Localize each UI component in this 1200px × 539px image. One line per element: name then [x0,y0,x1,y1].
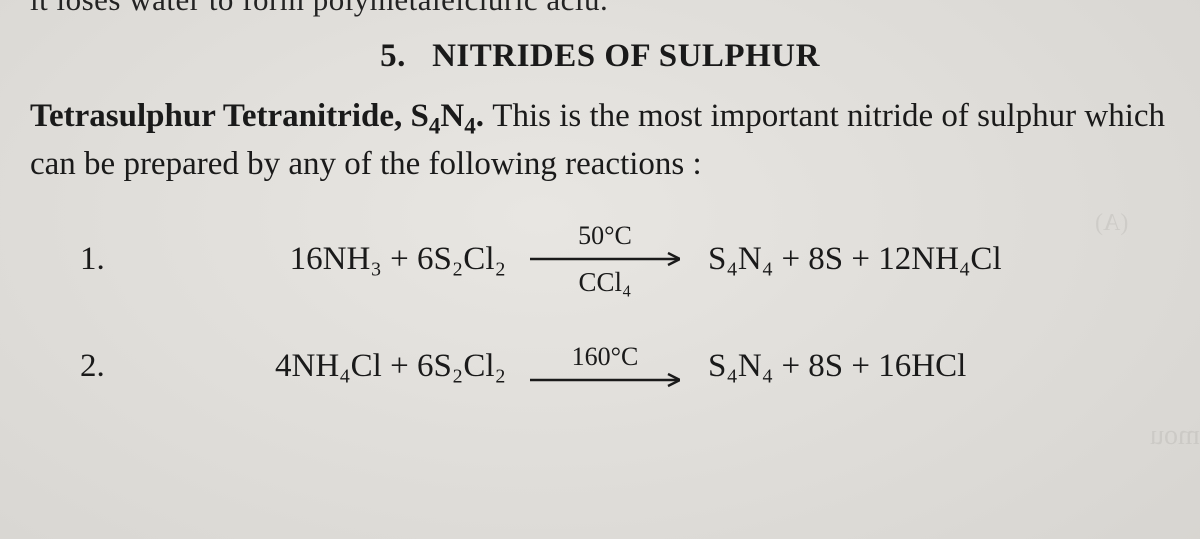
reaction-arrow: 50°C CCl₄ [520,223,690,296]
arrow-condition-top: 160°C [572,344,639,370]
lead-name: Tetrasulphur Tetranitride, [30,98,402,134]
reaction-rhs: S₄N₄ + 8S + 12NH₄Cl [690,241,1170,278]
partial-top-line: it loses water to form polymetaleiciuric… [30,0,1170,18]
reaction-row: 1. 16NH₃ + 6S₂Cl₂ 50°C CCl₄ S₄N₄ + 8S + … [30,223,1170,296]
arrow-icon [530,372,680,388]
page: it loses water to form polymetaleiciuric… [0,0,1200,539]
arrow-icon [530,251,680,267]
arrow-condition-bottom: CCl₄ [579,269,632,296]
reactions-block: 1. 16NH₃ + 6S₂Cl₂ 50°C CCl₄ S₄N₄ + 8S + … [30,223,1170,390]
reaction-rhs: S₄N₄ + 8S + 16HCl [690,348,1170,385]
section-number: 5. [380,38,406,74]
reaction-arrow: 160°C [520,344,690,390]
section-title: NITRIDES OF SULPHUR [432,38,820,74]
reaction-row: 2. 4NH₄Cl + 6S₂Cl₂ 160°C S₄N₄ + 8S + 16H… [30,344,1170,390]
reaction-number: 2. [30,348,150,385]
section-heading: 5. NITRIDES OF SULPHUR [30,38,1170,75]
reaction-lhs: 4NH₄Cl + 6S₂Cl₂ [150,348,520,385]
reaction-lhs: 16NH₃ + 6S₂Cl₂ [150,241,520,278]
lead-formula: S4N4. [410,98,492,134]
arrow-condition-top: 50°C [578,223,632,249]
intro-paragraph: Tetrasulphur Tetranitride, S4N4. This is… [30,93,1170,189]
reaction-number: 1. [30,241,150,278]
